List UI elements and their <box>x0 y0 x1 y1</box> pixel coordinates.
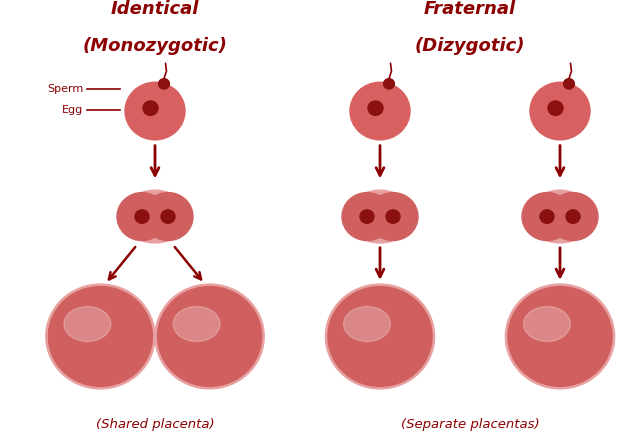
Circle shape <box>143 193 193 240</box>
Circle shape <box>384 79 394 89</box>
Circle shape <box>135 210 149 223</box>
Ellipse shape <box>523 307 570 342</box>
Circle shape <box>360 210 374 223</box>
Circle shape <box>143 101 158 115</box>
Text: Sperm: Sperm <box>47 84 83 95</box>
Circle shape <box>326 284 434 389</box>
Circle shape <box>540 210 554 223</box>
Ellipse shape <box>344 307 391 342</box>
Circle shape <box>350 82 410 140</box>
Circle shape <box>48 286 153 386</box>
Circle shape <box>522 193 572 240</box>
Ellipse shape <box>64 307 111 342</box>
Text: Fraternal: Fraternal <box>424 0 516 18</box>
Circle shape <box>155 284 265 389</box>
Circle shape <box>548 101 563 115</box>
Circle shape <box>386 210 400 223</box>
Circle shape <box>159 79 169 89</box>
Circle shape <box>328 286 432 386</box>
Text: Identical: Identical <box>111 0 199 18</box>
Circle shape <box>368 193 418 240</box>
Circle shape <box>125 82 185 140</box>
Circle shape <box>342 193 392 240</box>
Text: Egg: Egg <box>62 105 83 114</box>
Text: (Shared placenta): (Shared placenta) <box>96 418 214 431</box>
Circle shape <box>161 210 175 223</box>
Ellipse shape <box>173 307 220 342</box>
Circle shape <box>548 193 598 240</box>
Ellipse shape <box>122 190 187 243</box>
Circle shape <box>508 286 612 386</box>
Circle shape <box>46 284 155 389</box>
Circle shape <box>117 193 167 240</box>
Ellipse shape <box>528 190 593 243</box>
Circle shape <box>564 79 574 89</box>
Circle shape <box>368 101 383 115</box>
Ellipse shape <box>347 190 412 243</box>
Text: (Separate placentas): (Separate placentas) <box>400 418 540 431</box>
Circle shape <box>506 284 614 389</box>
Circle shape <box>530 82 590 140</box>
Circle shape <box>158 286 261 386</box>
Circle shape <box>566 210 580 223</box>
Text: (Monozygotic): (Monozygotic) <box>83 37 227 55</box>
Text: (Dizygotic): (Dizygotic) <box>415 37 525 55</box>
